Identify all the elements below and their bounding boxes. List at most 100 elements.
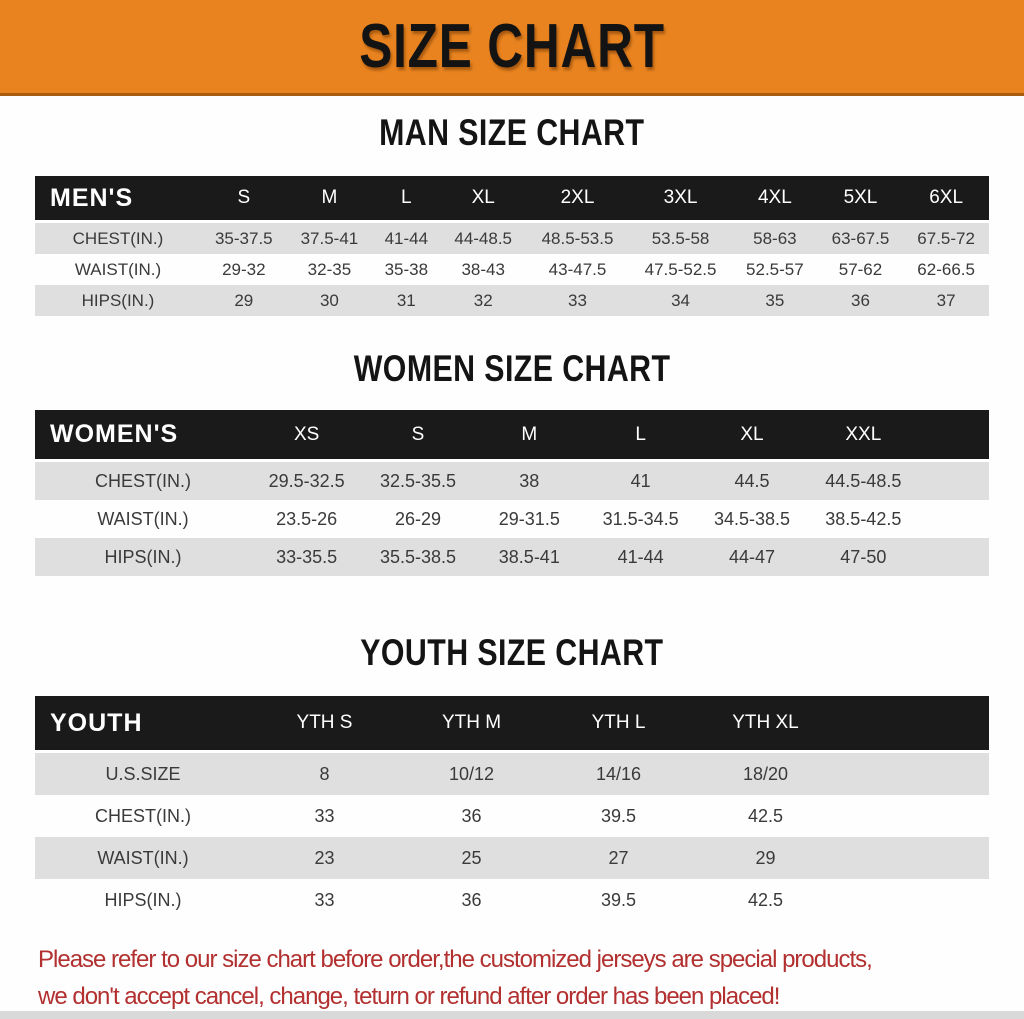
men-size-section: MAN SIZE CHART MEN'S S M L XL 2XL 3XL 4XL 5XL 6XL… xyxy=(0,110,1024,316)
measurement-value: 38.5-41 xyxy=(498,546,560,567)
measurement-label: WAIST(IN.) xyxy=(97,508,189,529)
measurement-value: 33 xyxy=(314,805,335,826)
measurement-label: WAIST(IN.) xyxy=(74,259,162,279)
measurement-value: 32-35 xyxy=(307,259,352,279)
measurement-value: 44.5-48.5 xyxy=(825,470,902,491)
measurement-row: WAIST(IN.) 29-32 32-35 35-38 38-43 43-47.5 47.… xyxy=(35,254,989,285)
size-header-row: MEN'S S M L XL 2XL 3XL 4XL 5XL 6XL xyxy=(35,176,989,223)
youth-size-section: YOUTH SIZE CHART YOUTH YTH S YTH M YTH L YTH… xyxy=(0,630,1024,921)
measurement-row: HIPS(IN.) 33 36 39.5 42.5 xyxy=(35,879,989,921)
size-column-header: M xyxy=(473,410,585,462)
measurement-value: 31.5-34.5 xyxy=(602,508,679,529)
measurement-value: 27 xyxy=(608,847,629,868)
size-column-header: L xyxy=(372,176,441,223)
measurement-row: CHEST(IN.) 35-37.5 37.5-41 41-44 44-48.5 48.5… xyxy=(35,223,989,254)
youth-section-title: YOUTH SIZE CHART xyxy=(0,630,1024,676)
measurement-value: 34 xyxy=(671,290,690,310)
measurement-row: CHEST(IN.) 29.5-32.5 32.5-35.5 38 41 44.5 44.5… xyxy=(35,462,989,500)
measurement-value: 29.5-32.5 xyxy=(268,470,345,491)
measurement-value: 47.5-52.5 xyxy=(644,259,717,279)
measurement-value: 48.5-53.5 xyxy=(541,228,614,248)
measurement-value: 23 xyxy=(314,847,335,868)
measurement-value: 36 xyxy=(461,805,482,826)
measurement-label: CHEST(IN.) xyxy=(72,228,164,248)
size-column-header: 5XL xyxy=(817,176,904,223)
measurement-value: 52.5-57 xyxy=(746,259,804,279)
spacer-column xyxy=(919,410,989,462)
measurement-value: 53.5-58 xyxy=(651,228,710,248)
measurement-value: 26-29 xyxy=(394,508,442,529)
measurement-label: HIPS(IN.) xyxy=(104,889,182,910)
measurement-value: 41 xyxy=(630,470,651,491)
size-column-header: XL xyxy=(696,410,808,462)
measurement-value: 29-31.5 xyxy=(498,508,560,529)
measurement-value: 31 xyxy=(396,290,416,310)
measurement-value: 44-47 xyxy=(728,546,775,567)
size-column-header: YTH L xyxy=(545,696,692,753)
measurement-label: WAIST(IN.) xyxy=(97,847,189,868)
measurement-value: 18/20 xyxy=(742,763,789,784)
measurement-value: 63-67.5 xyxy=(831,228,890,248)
measurement-value: 25 xyxy=(461,847,482,868)
measurement-value: 41-44 xyxy=(617,546,664,567)
measurement-value: 34.5-38.5 xyxy=(713,508,790,529)
men-size-table: MEN'S S M L XL 2XL 3XL 4XL 5XL 6XL CHEST(IN.) 35-37… xyxy=(35,176,989,316)
size-column-header: 3XL xyxy=(629,176,733,223)
footer-note: Please refer to our size chart before or… xyxy=(38,941,1024,1015)
measurement-value: 33-35.5 xyxy=(276,546,338,567)
men-section-title-text: MAN SIZE CHART xyxy=(379,112,645,153)
measurement-value: 32.5-35.5 xyxy=(379,470,457,491)
measurement-value: 62-66.5 xyxy=(917,259,975,279)
measurement-value: 41-44 xyxy=(384,228,429,248)
size-column-header: XXL xyxy=(807,410,919,462)
measurement-row: CHEST(IN.) 33 36 39.5 42.5 xyxy=(35,795,989,837)
measurement-row: U.S.SIZE 8 10/12 14/16 18/20 xyxy=(35,753,989,795)
women-section-title: WOMEN SIZE CHART xyxy=(0,346,1024,392)
spacer-cell xyxy=(839,753,989,795)
spacer-column xyxy=(839,696,989,753)
measurement-row: WAIST(IN.) 23 25 27 29 xyxy=(35,837,989,879)
spacer-cell xyxy=(919,538,989,576)
measurement-value: 35-38 xyxy=(384,259,429,279)
measurement-value: 23.5-26 xyxy=(276,508,338,529)
measurement-row: WAIST(IN.) 23.5-26 26-29 29-31.5 31.5-34.5 34… xyxy=(35,500,989,538)
size-column-header: S xyxy=(201,176,287,223)
spacer-cell xyxy=(839,795,989,837)
measurement-value: 14/16 xyxy=(595,763,642,784)
measurement-value: 67.5-72 xyxy=(917,228,975,248)
size-column-header: XS xyxy=(251,410,363,462)
measurement-label: HIPS(IN.) xyxy=(81,290,155,310)
size-column-header: S xyxy=(362,410,474,462)
measurement-value: 29 xyxy=(234,290,254,310)
measurement-value: 38 xyxy=(519,470,540,491)
measurement-value: 57-62 xyxy=(838,259,883,279)
measurement-value: 37 xyxy=(936,290,956,310)
size-column-header: YTH M xyxy=(398,696,545,753)
size-column-header: YTH XL xyxy=(692,696,839,753)
measurement-value: 29 xyxy=(755,847,776,868)
measurement-value: 35 xyxy=(765,290,785,310)
measurement-value: 10/12 xyxy=(448,763,495,784)
measurement-row: HIPS(IN.) 29 30 31 32 33 34 35 36 37 xyxy=(35,285,989,316)
measurement-value: 29-32 xyxy=(222,259,266,279)
measurement-value: 36 xyxy=(461,889,482,910)
women-section-title-text: WOMEN SIZE CHART xyxy=(353,348,671,389)
size-column-header: 4XL xyxy=(732,176,818,223)
measurement-value: 33 xyxy=(314,889,335,910)
women-size-section: WOMEN SIZE CHART WOMEN'S XS S M L XL XXL CHEST(… xyxy=(0,346,1024,576)
women-size-table: WOMEN'S XS S M L XL XXL CHEST(IN.) 29.5-32.5 32.5… xyxy=(35,410,989,576)
size-column-header: YTH S xyxy=(251,696,398,753)
spacer-cell xyxy=(839,879,989,921)
spacer-cell xyxy=(919,500,989,538)
youth-size-table: YOUTH YTH S YTH M YTH L YTH XL U.S.SIZE 8 10/12… xyxy=(35,696,989,921)
measurement-label: CHEST(IN.) xyxy=(95,470,191,491)
measurement-value: 47-50 xyxy=(840,546,887,567)
size-column-header: L xyxy=(584,410,697,462)
youth-section-title-text: YOUTH SIZE CHART xyxy=(360,632,664,673)
note-line-1: Please refer to our size chart before or… xyxy=(38,946,873,973)
measurement-row: HIPS(IN.) 33-35.5 35.5-38.5 38.5-41 41-44 44-… xyxy=(35,538,989,576)
spacer-cell xyxy=(839,837,989,879)
size-column-header: 6XL xyxy=(903,176,989,223)
measurement-value: 39.5 xyxy=(600,889,637,910)
